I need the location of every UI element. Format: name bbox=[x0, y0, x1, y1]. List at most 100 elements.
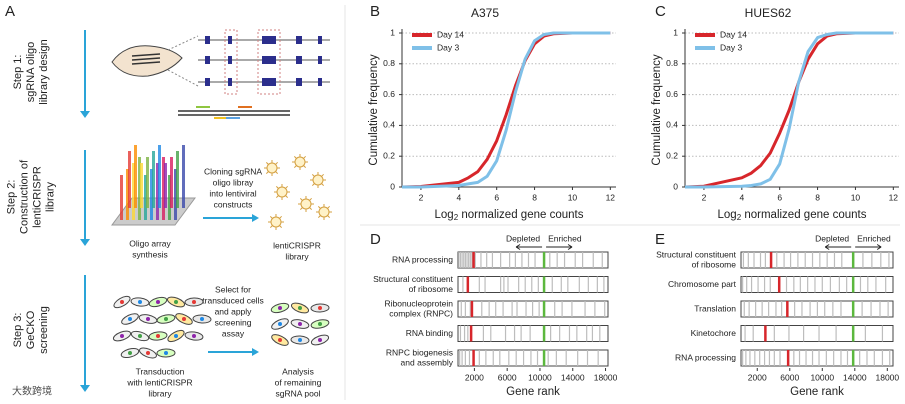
step-arrowhead bbox=[80, 385, 90, 392]
y-tick-label: 0 bbox=[673, 181, 678, 191]
legend-label: Day 3 bbox=[437, 42, 459, 52]
oligo-bar bbox=[152, 151, 155, 208]
barcode-box bbox=[457, 251, 609, 269]
panel-label: C bbox=[655, 3, 666, 20]
barcode-box bbox=[740, 251, 894, 269]
zoom-line bbox=[167, 69, 199, 87]
oligo-bar bbox=[140, 163, 143, 208]
selection-box bbox=[224, 29, 238, 95]
process-arrowhead bbox=[252, 348, 259, 356]
barcode-box bbox=[457, 276, 609, 293]
cell-nucleus bbox=[318, 322, 322, 326]
x-tick-label: 12 bbox=[889, 192, 899, 202]
legend-label: Day 3 bbox=[720, 42, 742, 52]
x-tick-label: 10 bbox=[851, 192, 861, 202]
chromosome bbox=[131, 57, 161, 61]
oligo-bar bbox=[146, 157, 149, 208]
virus bbox=[300, 198, 312, 210]
annotation: transduced cells bbox=[202, 295, 263, 305]
cell-nucleus bbox=[298, 306, 302, 310]
y-tick-label: 1 bbox=[673, 27, 678, 37]
virus bbox=[294, 156, 306, 168]
virus-spike bbox=[293, 165, 297, 169]
annotation: with lentiCRISPR bbox=[126, 377, 192, 387]
oligo-bar bbox=[132, 163, 135, 220]
x-axis-label-part: 2 bbox=[737, 213, 742, 222]
cell-nucleus bbox=[164, 317, 168, 321]
cell bbox=[111, 45, 183, 77]
direction-arrows bbox=[515, 244, 573, 250]
row-label: Translation bbox=[694, 303, 736, 313]
x-tick-label: 4 bbox=[456, 192, 461, 202]
cell-nucleus bbox=[278, 322, 282, 326]
virus bbox=[270, 216, 282, 228]
oligo-bar bbox=[134, 145, 137, 208]
x-tick-label: 6 bbox=[777, 192, 782, 202]
x-tick-label: 14000 bbox=[843, 372, 867, 382]
row-label: of ribosome bbox=[692, 259, 737, 269]
x-axis-label: Log2 normalized gene counts bbox=[435, 209, 584, 222]
step-label: library design bbox=[38, 39, 50, 104]
enriched-label: Enriched bbox=[857, 233, 891, 243]
barcode-box bbox=[457, 325, 609, 342]
cell-nucleus bbox=[120, 300, 124, 304]
x-axis-label: Gene rank bbox=[506, 386, 560, 398]
exon bbox=[228, 56, 232, 64]
zoom-line bbox=[167, 35, 199, 51]
chromosome bbox=[131, 61, 161, 65]
virus-spike bbox=[303, 165, 307, 169]
cell-nucleus bbox=[128, 351, 132, 355]
oligo-bar bbox=[144, 175, 147, 220]
step-arrowhead bbox=[80, 111, 90, 118]
exon bbox=[296, 36, 302, 44]
row-label: Chromosome part bbox=[668, 279, 737, 289]
virus-spike bbox=[299, 207, 303, 211]
exon bbox=[205, 36, 210, 44]
chart-title: A375 bbox=[471, 6, 499, 20]
exon bbox=[296, 78, 302, 86]
virus-spike bbox=[317, 215, 321, 219]
annotation: and apply bbox=[215, 306, 253, 316]
virus-spike bbox=[293, 156, 297, 159]
annotation: synthesis bbox=[132, 249, 167, 259]
annotation: Oligo array bbox=[129, 238, 171, 248]
exon bbox=[296, 56, 302, 64]
cell-nucleus bbox=[200, 317, 204, 321]
annotation: library bbox=[285, 251, 309, 261]
oligo-bar bbox=[182, 145, 185, 208]
oligo-bar bbox=[164, 163, 167, 208]
oligo-bar bbox=[128, 151, 131, 208]
virus-spike bbox=[265, 171, 269, 175]
x-tick-label: 10000 bbox=[810, 372, 834, 382]
cell-nucleus bbox=[318, 306, 322, 310]
barcode-box bbox=[457, 349, 609, 367]
step-arrowhead bbox=[80, 239, 90, 246]
direction-arrows bbox=[824, 244, 882, 250]
exon bbox=[205, 56, 210, 64]
virus-spike bbox=[269, 225, 273, 229]
depleted-label: Depleted bbox=[815, 233, 849, 243]
cell-nucleus bbox=[120, 334, 124, 338]
step-label: Step 2: bbox=[5, 180, 17, 215]
panel-label: B bbox=[370, 3, 380, 20]
x-axis-label-part: Log bbox=[718, 209, 737, 221]
cell-nucleus bbox=[156, 334, 160, 338]
annotation: assay bbox=[222, 328, 245, 338]
y-axis-label: Cumulative frequency bbox=[651, 54, 663, 165]
y-tick-label: 0 bbox=[390, 181, 395, 191]
x-tick-label: 8 bbox=[815, 192, 820, 202]
x-tick-label: 6000 bbox=[780, 372, 799, 382]
virus bbox=[312, 174, 324, 186]
step-label: lentiCRISPR bbox=[31, 166, 43, 228]
x-tick-label: 6000 bbox=[498, 372, 517, 382]
annotation: constructs bbox=[214, 199, 253, 209]
cell-nucleus bbox=[174, 300, 178, 304]
cell-nucleus bbox=[146, 317, 150, 321]
exon bbox=[262, 56, 276, 64]
step-label: sgRNA oligo bbox=[25, 42, 37, 103]
cell-nucleus bbox=[164, 351, 168, 355]
cell-nucleus bbox=[174, 334, 178, 338]
series-line bbox=[685, 31, 894, 189]
x-tick-label: 4 bbox=[739, 192, 744, 202]
